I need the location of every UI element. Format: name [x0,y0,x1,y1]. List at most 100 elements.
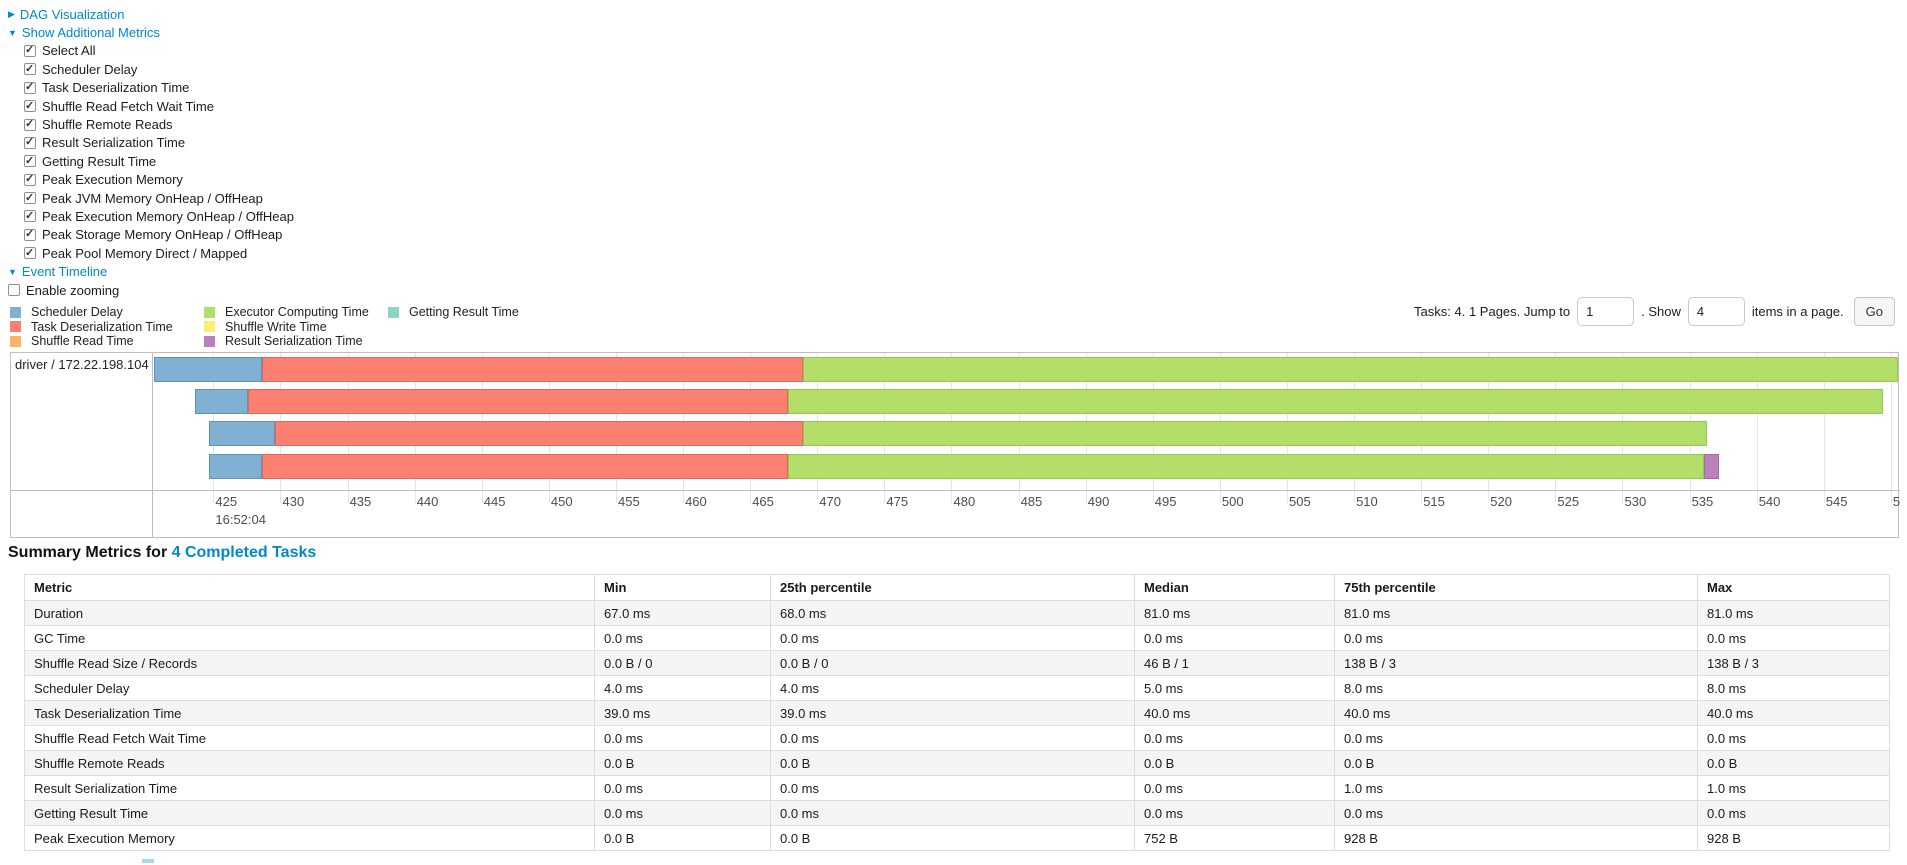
metric-checkbox[interactable] [24,135,36,149]
table-cell: 928 B [1334,825,1698,851]
pagination-items-label: items in a page. [1751,303,1844,319]
table-cell: 68.0 ms [770,600,1135,626]
table-row: Duration 67.0 ms 68.0 ms 81.0 ms 81.0 ms 81.0… [24,600,1890,626]
enable-zooming-label: Enable zooming [26,282,120,298]
task-bar-segment[interactable] [209,454,262,479]
table-cell: 8.0 ms [1334,675,1698,701]
axis-tick-label: 470 [819,494,841,509]
axis-tick-label: 485 [1020,494,1043,509]
completed-tasks-link[interactable]: 4 Completed Tasks [171,544,317,561]
task-bar-segment[interactable] [787,454,1705,479]
table-cell: Shuffle Remote Reads [24,750,595,776]
task-bar-segment[interactable] [209,421,276,446]
event-timeline-toggle[interactable]: ▼ Event Timeline [8,262,294,280]
show-additional-metrics-toggle[interactable]: ▼ Show Additional Metrics [8,23,294,41]
metric-checkbox[interactable] [24,99,36,113]
dag-visualization-toggle[interactable]: ▶ DAG Visualization [8,5,294,23]
legend-label: Getting Result Time [409,305,519,320]
axis-tick-icon [280,491,282,503]
table-row: Task Deserialization Time 39.0 ms 39.0 ms 4… [24,700,1890,726]
table-cell: 0.0 ms [770,800,1135,826]
legend-swatch-icon [388,306,399,318]
axis-tick-icon [1890,491,1892,503]
gridline [1823,353,1825,490]
legend-label: Task Deserialization Time [31,319,173,334]
legend-column: Executor Computing Time Shuffle Write Tim… [204,305,388,349]
task-bar-segment[interactable] [275,421,803,446]
jump-to-input[interactable] [1577,296,1635,326]
metric-checkbox-label: Select All [42,43,96,59]
legend-item: Result Serialization Time [204,334,388,349]
table-cell: 752 B [1134,825,1335,851]
metric-checkbox[interactable] [24,227,36,241]
expanded-arrow-icon: ▼ [8,266,17,277]
enable-zooming-checkbox[interactable] [8,284,20,297]
pagination-bar: Tasks: 4. 1 Pages. Jump to . Show items … [1410,296,1895,326]
task-bar-segment[interactable] [194,389,249,414]
metric-checkbox[interactable] [24,80,36,94]
axis-tick-label: 450 [550,494,573,509]
table-cell: Task Deserialization Time [24,700,595,726]
axis-tick-label: 490 [1087,494,1110,509]
table-cell: 0.0 ms [1334,725,1698,751]
metric-checkbox[interactable] [24,246,36,260]
task-bar-segment[interactable] [802,421,1708,446]
legend-swatch-icon [204,306,215,318]
table-cell: 0.0 ms [1134,725,1335,751]
metric-checkbox-label: Peak Execution Memory [42,172,183,188]
table-cell: Shuffle Read Size / Records [24,650,595,676]
metric-checkbox[interactable] [24,117,36,131]
metric-checkbox[interactable] [24,62,36,76]
table-cell: 0.0 B [1697,750,1890,776]
metric-checkbox[interactable] [24,43,36,57]
legend-label: Scheduler Delay [31,305,123,320]
task-bar-segment[interactable] [802,357,1898,382]
table-cell: 0.0 B [1334,750,1698,776]
table-row: GC Time 0.0 ms 0.0 ms 0.0 ms 0.0 ms 0.0 ms [24,625,1890,651]
metric-checkbox[interactable] [24,191,36,205]
go-button[interactable]: Go [1853,296,1895,326]
task-bar-segment[interactable] [261,454,788,479]
legend-swatch-icon [204,335,215,347]
axis-tick-label: 525 [1557,494,1580,509]
legend-label: Shuffle Read Time [31,334,134,349]
axis-tick-icon [1689,491,1691,503]
task-bar-segment[interactable] [787,389,1883,414]
timeline-axis: 425 430 435 440 445 450 455 460 465 470 475 480 485 4… [11,490,1900,539]
axis-tick-icon [1286,491,1288,503]
task-bar-segment[interactable] [154,357,262,382]
table-row: Shuffle Remote Reads 0.0 B 0.0 B 0.0 B 0.0 B… [24,750,1890,776]
table-row: Peak Execution Memory 0.0 B 0.0 B 752 B 928 … [24,825,1890,851]
metric-checkbox-row: Result Serialization Time [24,134,294,152]
table-cell: 0.0 B [594,750,771,776]
task-bar-segment[interactable] [1704,454,1720,479]
table-cell: 81.0 ms [1134,600,1335,626]
table-cell: 0.0 ms [770,625,1135,651]
legend-label: Executor Computing Time [225,305,369,320]
axis-tick-label: 455 [617,494,640,509]
task-bar-segment[interactable] [261,357,803,382]
summary-metrics-title: Summary Metrics for 4 Completed Tasks [8,544,316,562]
show-count-input[interactable] [1687,296,1745,326]
metric-checkbox-row: Task Deserialization Time [24,79,294,97]
table-cell: 138 B / 3 [1334,650,1698,676]
legend-item: Task Deserialization Time [10,320,204,335]
task-bar-segment[interactable] [248,389,788,414]
table-cell: 0.0 B / 0 [594,650,771,676]
metric-checkbox-row: Scheduler Delay [24,60,294,78]
axis-tick-label: 535 [1691,494,1714,509]
table-cell: 0.0 ms [1134,775,1335,801]
axis-tick-label: 430 [282,494,305,509]
metric-checkbox[interactable] [24,172,36,186]
axis-tick-icon [1823,491,1825,503]
legend-label: Result Serialization Time [225,334,363,349]
metrics-panel: ▶ DAG Visualization ▼ Show Additional Me… [8,5,294,299]
metric-checkbox[interactable] [24,154,36,168]
axis-tick-icon [213,491,215,503]
legend-swatch-icon [10,321,21,333]
table-cell: Result Serialization Time [24,775,595,801]
collapsed-arrow-icon: ▶ [8,8,15,19]
axis-tick-label: 460 [685,494,707,509]
metric-checkbox[interactable] [24,209,36,223]
table-cell: 5.0 ms [1134,675,1335,701]
